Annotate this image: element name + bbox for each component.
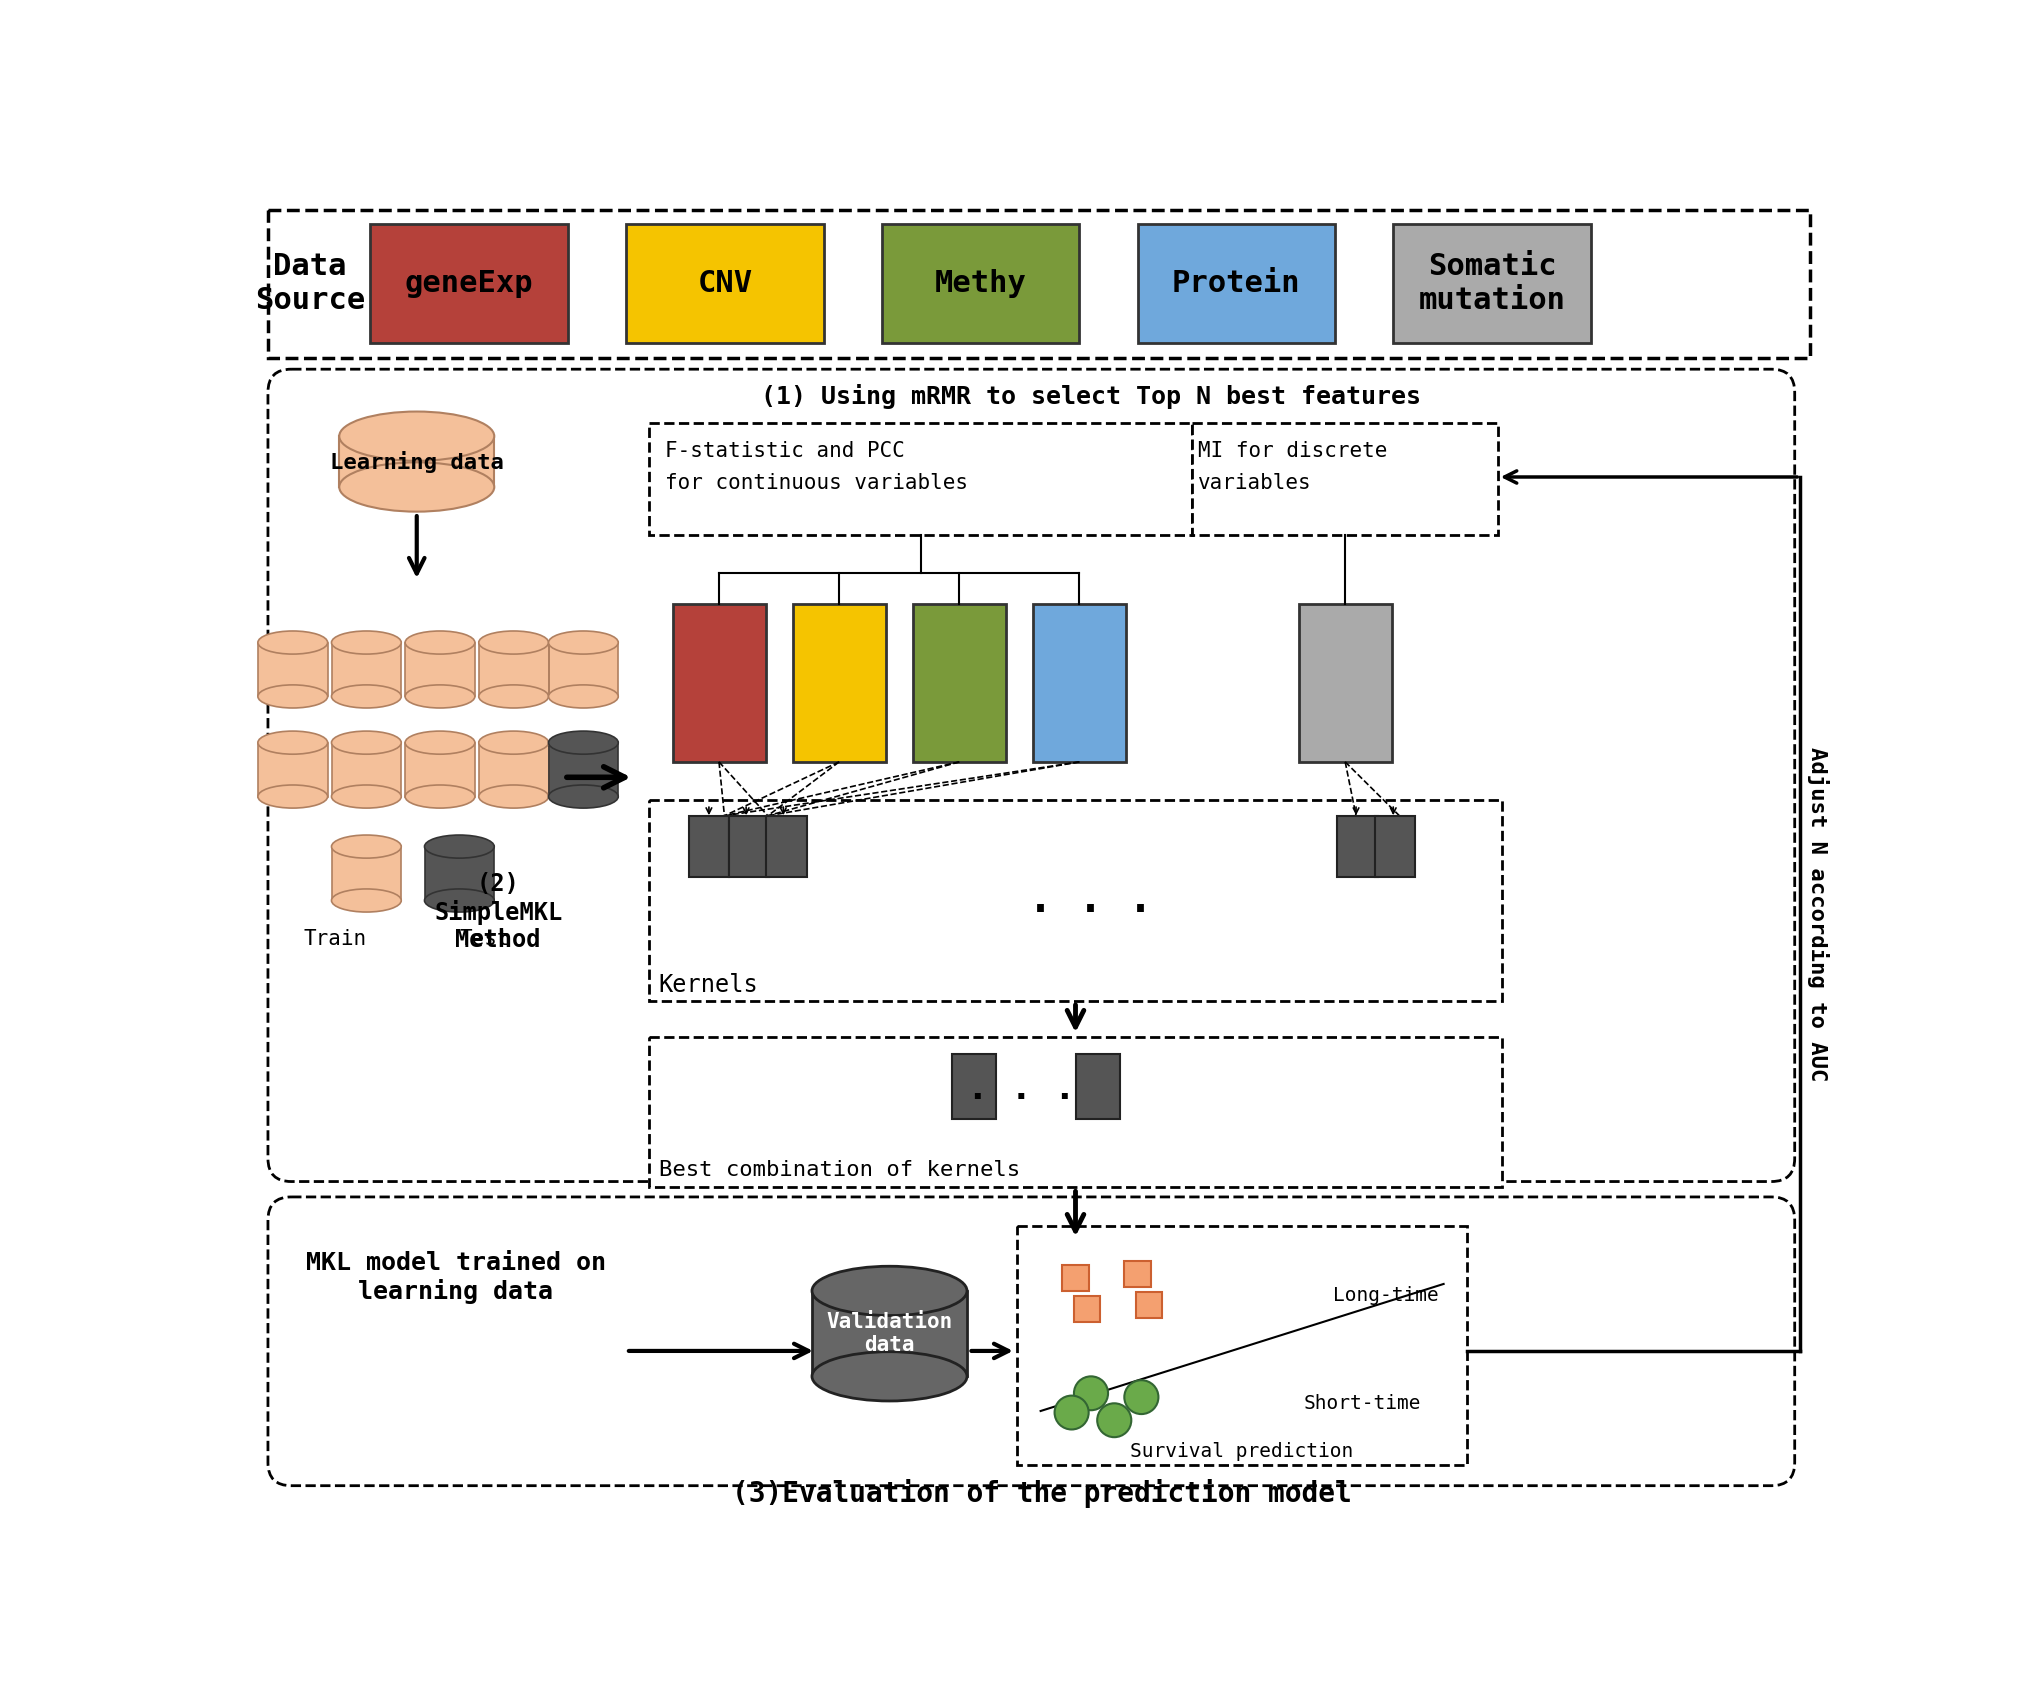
Ellipse shape [549, 631, 618, 653]
Ellipse shape [331, 631, 400, 653]
Text: Methy: Methy [935, 268, 1026, 299]
Ellipse shape [258, 631, 327, 653]
FancyBboxPatch shape [268, 1196, 1794, 1485]
Bar [258, 643, 327, 696]
Bar [792, 604, 886, 762]
Ellipse shape [549, 731, 618, 753]
Ellipse shape [549, 786, 618, 808]
Text: Test: Test [459, 928, 510, 949]
Text: (2)
SimpleMKL
Method: (2) SimpleMKL Method [435, 872, 563, 952]
Text: Train: Train [303, 928, 366, 949]
Bar [1075, 1054, 1120, 1118]
Bar [425, 847, 494, 901]
FancyBboxPatch shape [268, 370, 1794, 1181]
Text: Adjust N according to AUC: Adjust N according to AUC [1806, 747, 1829, 1081]
Text: Somatic
mutation: Somatic mutation [1418, 253, 1565, 314]
Text: CNV: CNV [697, 268, 752, 299]
Bar [951, 1054, 996, 1118]
Ellipse shape [339, 412, 494, 462]
Bar [729, 816, 770, 877]
Bar [1032, 604, 1126, 762]
Ellipse shape [404, 786, 475, 808]
Text: geneExp: geneExp [404, 268, 532, 299]
Bar [549, 643, 618, 696]
Text: Data
Source: Data Source [254, 253, 366, 316]
Text: MI for discrete: MI for discrete [1199, 441, 1388, 462]
Bar [1376, 816, 1414, 877]
Ellipse shape [331, 686, 400, 708]
Bar [813, 1291, 967, 1376]
Text: MKL model trained on
learning data: MKL model trained on learning data [305, 1251, 606, 1305]
Bar [331, 847, 400, 901]
Circle shape [1097, 1403, 1132, 1437]
Bar [549, 743, 618, 796]
Ellipse shape [404, 731, 475, 753]
Text: Long-time: Long-time [1333, 1286, 1439, 1305]
Ellipse shape [425, 835, 494, 859]
Bar [258, 743, 327, 796]
Text: . . .: . . . [967, 1073, 1075, 1106]
Ellipse shape [480, 731, 549, 753]
Text: Learning data: Learning data [329, 451, 504, 472]
Ellipse shape [813, 1353, 967, 1402]
Text: Best combination of kernels: Best combination of kernels [658, 1161, 1020, 1179]
Ellipse shape [480, 631, 549, 653]
Text: Protein: Protein [1172, 268, 1300, 299]
Bar [673, 604, 766, 762]
Bar [404, 743, 475, 796]
Ellipse shape [331, 786, 400, 808]
Ellipse shape [404, 631, 475, 653]
Text: . . .: . . . [1028, 879, 1154, 921]
Bar [480, 743, 549, 796]
Bar [404, 643, 475, 696]
Bar [331, 643, 400, 696]
Bar [650, 423, 1191, 535]
Bar [882, 224, 1079, 343]
Text: for continuous variables: for continuous variables [664, 473, 967, 494]
Bar [912, 604, 1006, 762]
Bar [331, 743, 400, 796]
Bar [1138, 224, 1335, 343]
Ellipse shape [480, 686, 549, 708]
Ellipse shape [258, 786, 327, 808]
Bar [268, 210, 1811, 358]
Bar [480, 643, 549, 696]
Text: F-statistic and PCC: F-statistic and PCC [664, 441, 904, 462]
Bar [626, 224, 823, 343]
Text: (1) Using mRMR to select Top N best features: (1) Using mRMR to select Top N best feat… [762, 384, 1420, 409]
Bar [766, 816, 807, 877]
Ellipse shape [404, 686, 475, 708]
Ellipse shape [425, 889, 494, 911]
Bar [650, 1037, 1502, 1186]
Bar [1394, 224, 1591, 343]
Circle shape [1055, 1395, 1089, 1429]
Text: Kernels: Kernels [658, 972, 758, 998]
Bar [1298, 604, 1392, 762]
Text: Survival prediction: Survival prediction [1130, 1441, 1353, 1461]
Ellipse shape [331, 889, 400, 911]
Bar [339, 436, 494, 487]
Bar [1337, 816, 1378, 877]
Ellipse shape [258, 731, 327, 753]
Circle shape [1075, 1376, 1107, 1410]
Bar [370, 224, 567, 343]
Bar [1191, 423, 1498, 535]
Ellipse shape [549, 686, 618, 708]
Ellipse shape [258, 686, 327, 708]
Text: Short-time: Short-time [1303, 1393, 1420, 1414]
Ellipse shape [331, 835, 400, 859]
Ellipse shape [331, 731, 400, 753]
Bar [650, 801, 1502, 1001]
Text: Validation
data: Validation data [827, 1312, 953, 1356]
Text: variables: variables [1199, 473, 1311, 494]
Text: (3)Evaluation of the prediction model: (3)Evaluation of the prediction model [732, 1478, 1351, 1509]
Circle shape [1124, 1380, 1158, 1414]
Ellipse shape [480, 786, 549, 808]
Ellipse shape [339, 462, 494, 511]
Bar [1018, 1227, 1467, 1465]
Ellipse shape [813, 1266, 967, 1315]
Bar [689, 816, 729, 877]
